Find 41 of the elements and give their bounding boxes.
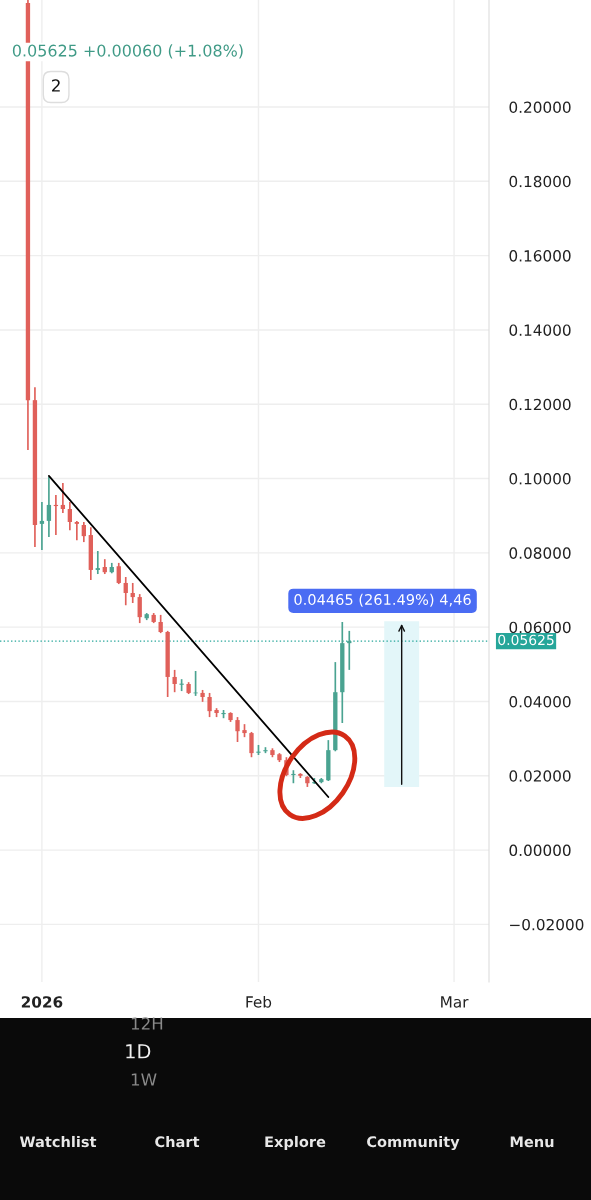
annotation: 2 xyxy=(52,79,60,92)
text: Community xyxy=(367,1135,460,1151)
x-tick-label: 2026 xyxy=(21,996,63,1008)
text: 12H xyxy=(131,1017,163,1030)
y-tick-label: 0.16000 xyxy=(509,250,571,262)
y-tick-label: 0.02000 xyxy=(509,770,571,782)
y-tick-label: 0.18000 xyxy=(509,175,571,188)
candlestick xyxy=(158,614,163,634)
text: 1W xyxy=(131,1073,157,1086)
y-tick-label: 0.08000 xyxy=(509,547,571,559)
candlestick xyxy=(39,501,45,551)
y-tick-label: 0.10000 xyxy=(509,473,571,485)
ref-line-label: 0.05625 xyxy=(498,634,554,646)
candlestick xyxy=(137,593,142,624)
y-tick-label: −0.02000 xyxy=(510,918,584,931)
annotation: 0.05625 +0.00060 (+1.08%) xyxy=(12,44,243,59)
text: Menu xyxy=(510,1136,554,1148)
candlestick xyxy=(74,520,80,542)
text: Watchlist xyxy=(19,1135,97,1148)
y-tick-label: 0.04000 xyxy=(509,695,571,708)
x-tick-label: Mar xyxy=(441,996,469,1008)
text: 1D xyxy=(126,1044,151,1059)
candlestick xyxy=(67,501,73,532)
y-tick-label: 0.00000 xyxy=(509,844,571,857)
candlestick xyxy=(116,562,121,585)
candlestick xyxy=(249,731,254,759)
candlestick xyxy=(95,550,100,575)
y-tick-label: 0.06000 xyxy=(509,621,571,634)
candlestick xyxy=(207,692,212,718)
candlestick xyxy=(235,716,240,743)
candlestick xyxy=(172,669,177,694)
y-tick-label: 0.12000 xyxy=(509,398,571,411)
y-tick-label: 0.14000 xyxy=(509,324,571,336)
text: Chart xyxy=(155,1135,200,1148)
candlestick xyxy=(123,576,128,607)
band-label: 0.04465 (261.49%) 4,46 xyxy=(294,593,471,607)
x-tick-label: Feb xyxy=(246,995,272,1008)
y-tick-label: 0.20000 xyxy=(509,101,571,114)
candlestick xyxy=(81,521,86,543)
candlestick xyxy=(46,476,52,538)
text: Explore xyxy=(265,1135,326,1151)
